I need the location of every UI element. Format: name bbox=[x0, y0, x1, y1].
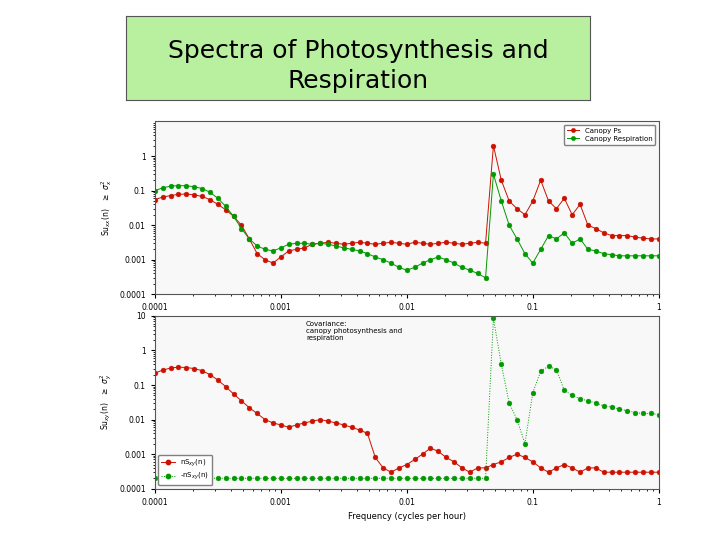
Legend: Canopy Ps, Canopy Respiration: Canopy Ps, Canopy Respiration bbox=[564, 125, 655, 145]
Y-axis label: Su$_{xy}$(n)   $\geq$ $\sigma$$^2_y$: Su$_{xy}$(n) $\geq$ $\sigma$$^2_y$ bbox=[98, 374, 114, 430]
Text: Covariance:
canopy photosynthesis and
respiration: Covariance: canopy photosynthesis and re… bbox=[306, 321, 402, 341]
Text: Respiration: Respiration bbox=[287, 70, 429, 93]
X-axis label: Frequency (cycles per hour): Frequency (cycles per hour) bbox=[348, 318, 466, 327]
Y-axis label: Su$_{xx}$(n)   $\geq$ $\sigma$$^2_x$: Su$_{xx}$(n) $\geq$ $\sigma$$^2_x$ bbox=[99, 180, 114, 236]
Legend: nS$_{xy}$(n), -nS$_{xy}$(n): nS$_{xy}$(n), -nS$_{xy}$(n) bbox=[158, 455, 212, 485]
Text: Spectra of Photosynthesis and: Spectra of Photosynthesis and bbox=[168, 39, 549, 63]
X-axis label: Frequency (cycles per hour): Frequency (cycles per hour) bbox=[348, 512, 466, 521]
